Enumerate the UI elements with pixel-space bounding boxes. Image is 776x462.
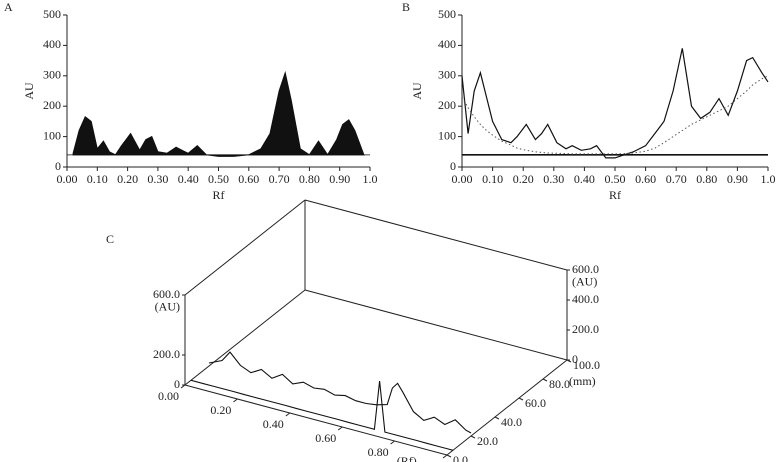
x-tick: [233, 398, 238, 403]
y-tick-label: 200: [438, 98, 456, 112]
x-tick-label: 0.40: [574, 172, 595, 186]
y-tick-label: 500: [43, 7, 61, 21]
x-tick-label: 1.0: [761, 172, 776, 186]
box-edge: [184, 289, 306, 386]
depth-tick: [470, 435, 476, 439]
fitted-curve: [461, 75, 769, 155]
x-axis-label: Rf: [609, 188, 621, 202]
x-tick-label: 0.30: [543, 172, 564, 186]
x-tick-label: 0.70: [666, 172, 687, 186]
y-axis-label: AU: [410, 82, 424, 100]
y-tick-label: 400: [43, 37, 61, 51]
depth-tick-label: 20.0: [477, 434, 498, 448]
x-tick-label: 1.0: [363, 172, 378, 186]
depth-tick-label: 100.0: [573, 358, 600, 372]
x-tick-label: 0.00: [158, 389, 179, 403]
x-tick-label: 0.60: [238, 172, 259, 186]
y-tick-label: 100: [43, 128, 61, 142]
y-tick-label: 0: [55, 159, 61, 173]
x-tick-label: 0.20: [210, 403, 231, 417]
y-tick-label: 400: [438, 37, 456, 51]
y-tick-label: 100: [438, 128, 456, 142]
panel-label: B: [402, 0, 410, 14]
depth-tick-label: 0.0: [453, 453, 468, 462]
y-tick-label: 500: [438, 7, 456, 21]
z-axis-label: (AU): [155, 299, 180, 313]
depth-tick: [494, 416, 500, 420]
x-tick-label: 0.00: [57, 172, 78, 186]
depth-tick-label: 60.0: [525, 396, 546, 410]
box-edge: [446, 359, 568, 456]
z-tick-label: 600.0: [572, 262, 599, 276]
z-tick-label: 200.0: [572, 322, 599, 336]
box-edge: [304, 199, 568, 271]
box-edge: [184, 199, 306, 296]
z-tick-label: 600.0: [153, 287, 180, 301]
x-tick-label: 0.20: [117, 172, 138, 186]
x-tick-label: 0.00: [452, 172, 473, 186]
x-tick-label: 0.40: [178, 172, 199, 186]
depth-tick: [518, 397, 524, 401]
x-tick-label: 0.50: [605, 172, 626, 186]
x-tick: [390, 440, 395, 445]
x-tick-label: 0.10: [482, 172, 503, 186]
z-tick-label: 200.0: [153, 347, 180, 361]
y-tick-label: 200: [43, 98, 61, 112]
x-tick-label: 0.10: [87, 172, 108, 186]
depth-tick: [446, 454, 452, 458]
panel-label: C: [106, 232, 114, 246]
x-tick-label: 0.90: [727, 172, 748, 186]
depth-tick: [542, 378, 548, 382]
x-tick-label: 0.80: [696, 172, 717, 186]
depth-tick-label: 80.0: [549, 377, 570, 391]
x-tick-label: 0.50: [208, 172, 229, 186]
x-tick: [285, 412, 291, 417]
x-tick-label: 0.90: [329, 172, 350, 186]
panel-label: A: [4, 0, 13, 14]
x-tick-label: 0.20: [513, 172, 534, 186]
x-tick-label: 0.60: [315, 431, 336, 445]
depth-axis-label: (mm): [569, 374, 596, 388]
x-tick-label: 0.40: [263, 417, 284, 431]
x-axis-label: Rf: [213, 188, 225, 202]
x-tick-label: 0.70: [269, 172, 290, 186]
y-axis-label: AU: [22, 82, 36, 100]
z-axis-label: (AU): [572, 274, 597, 288]
y-tick-label: 300: [438, 68, 456, 82]
x-tick: [442, 454, 448, 459]
y-tick-label: 300: [43, 68, 61, 82]
x-tick-label: 0.30: [147, 172, 168, 186]
scan-trace: [190, 379, 454, 451]
x-tick: [337, 426, 343, 431]
z-tick-label: 400.0: [572, 292, 599, 306]
depth-tick-label: 40.0: [501, 415, 522, 429]
box-edge: [304, 289, 568, 361]
x-tick-label: 0.60: [635, 172, 656, 186]
y-tick-label: 0: [450, 159, 456, 173]
scan-trace: [208, 351, 472, 434]
box-edge: [184, 384, 448, 456]
x-tick-label: 1.00: [420, 459, 441, 462]
peak-area: [72, 70, 366, 157]
x-axis-label: (Rf): [397, 454, 417, 462]
x-tick-label: 0.80: [299, 172, 320, 186]
z-tick-label: 0: [572, 352, 578, 366]
x-tick-label: 0.80: [368, 445, 389, 459]
scan-line: [461, 48, 769, 159]
z-tick-label: 0: [174, 377, 180, 391]
